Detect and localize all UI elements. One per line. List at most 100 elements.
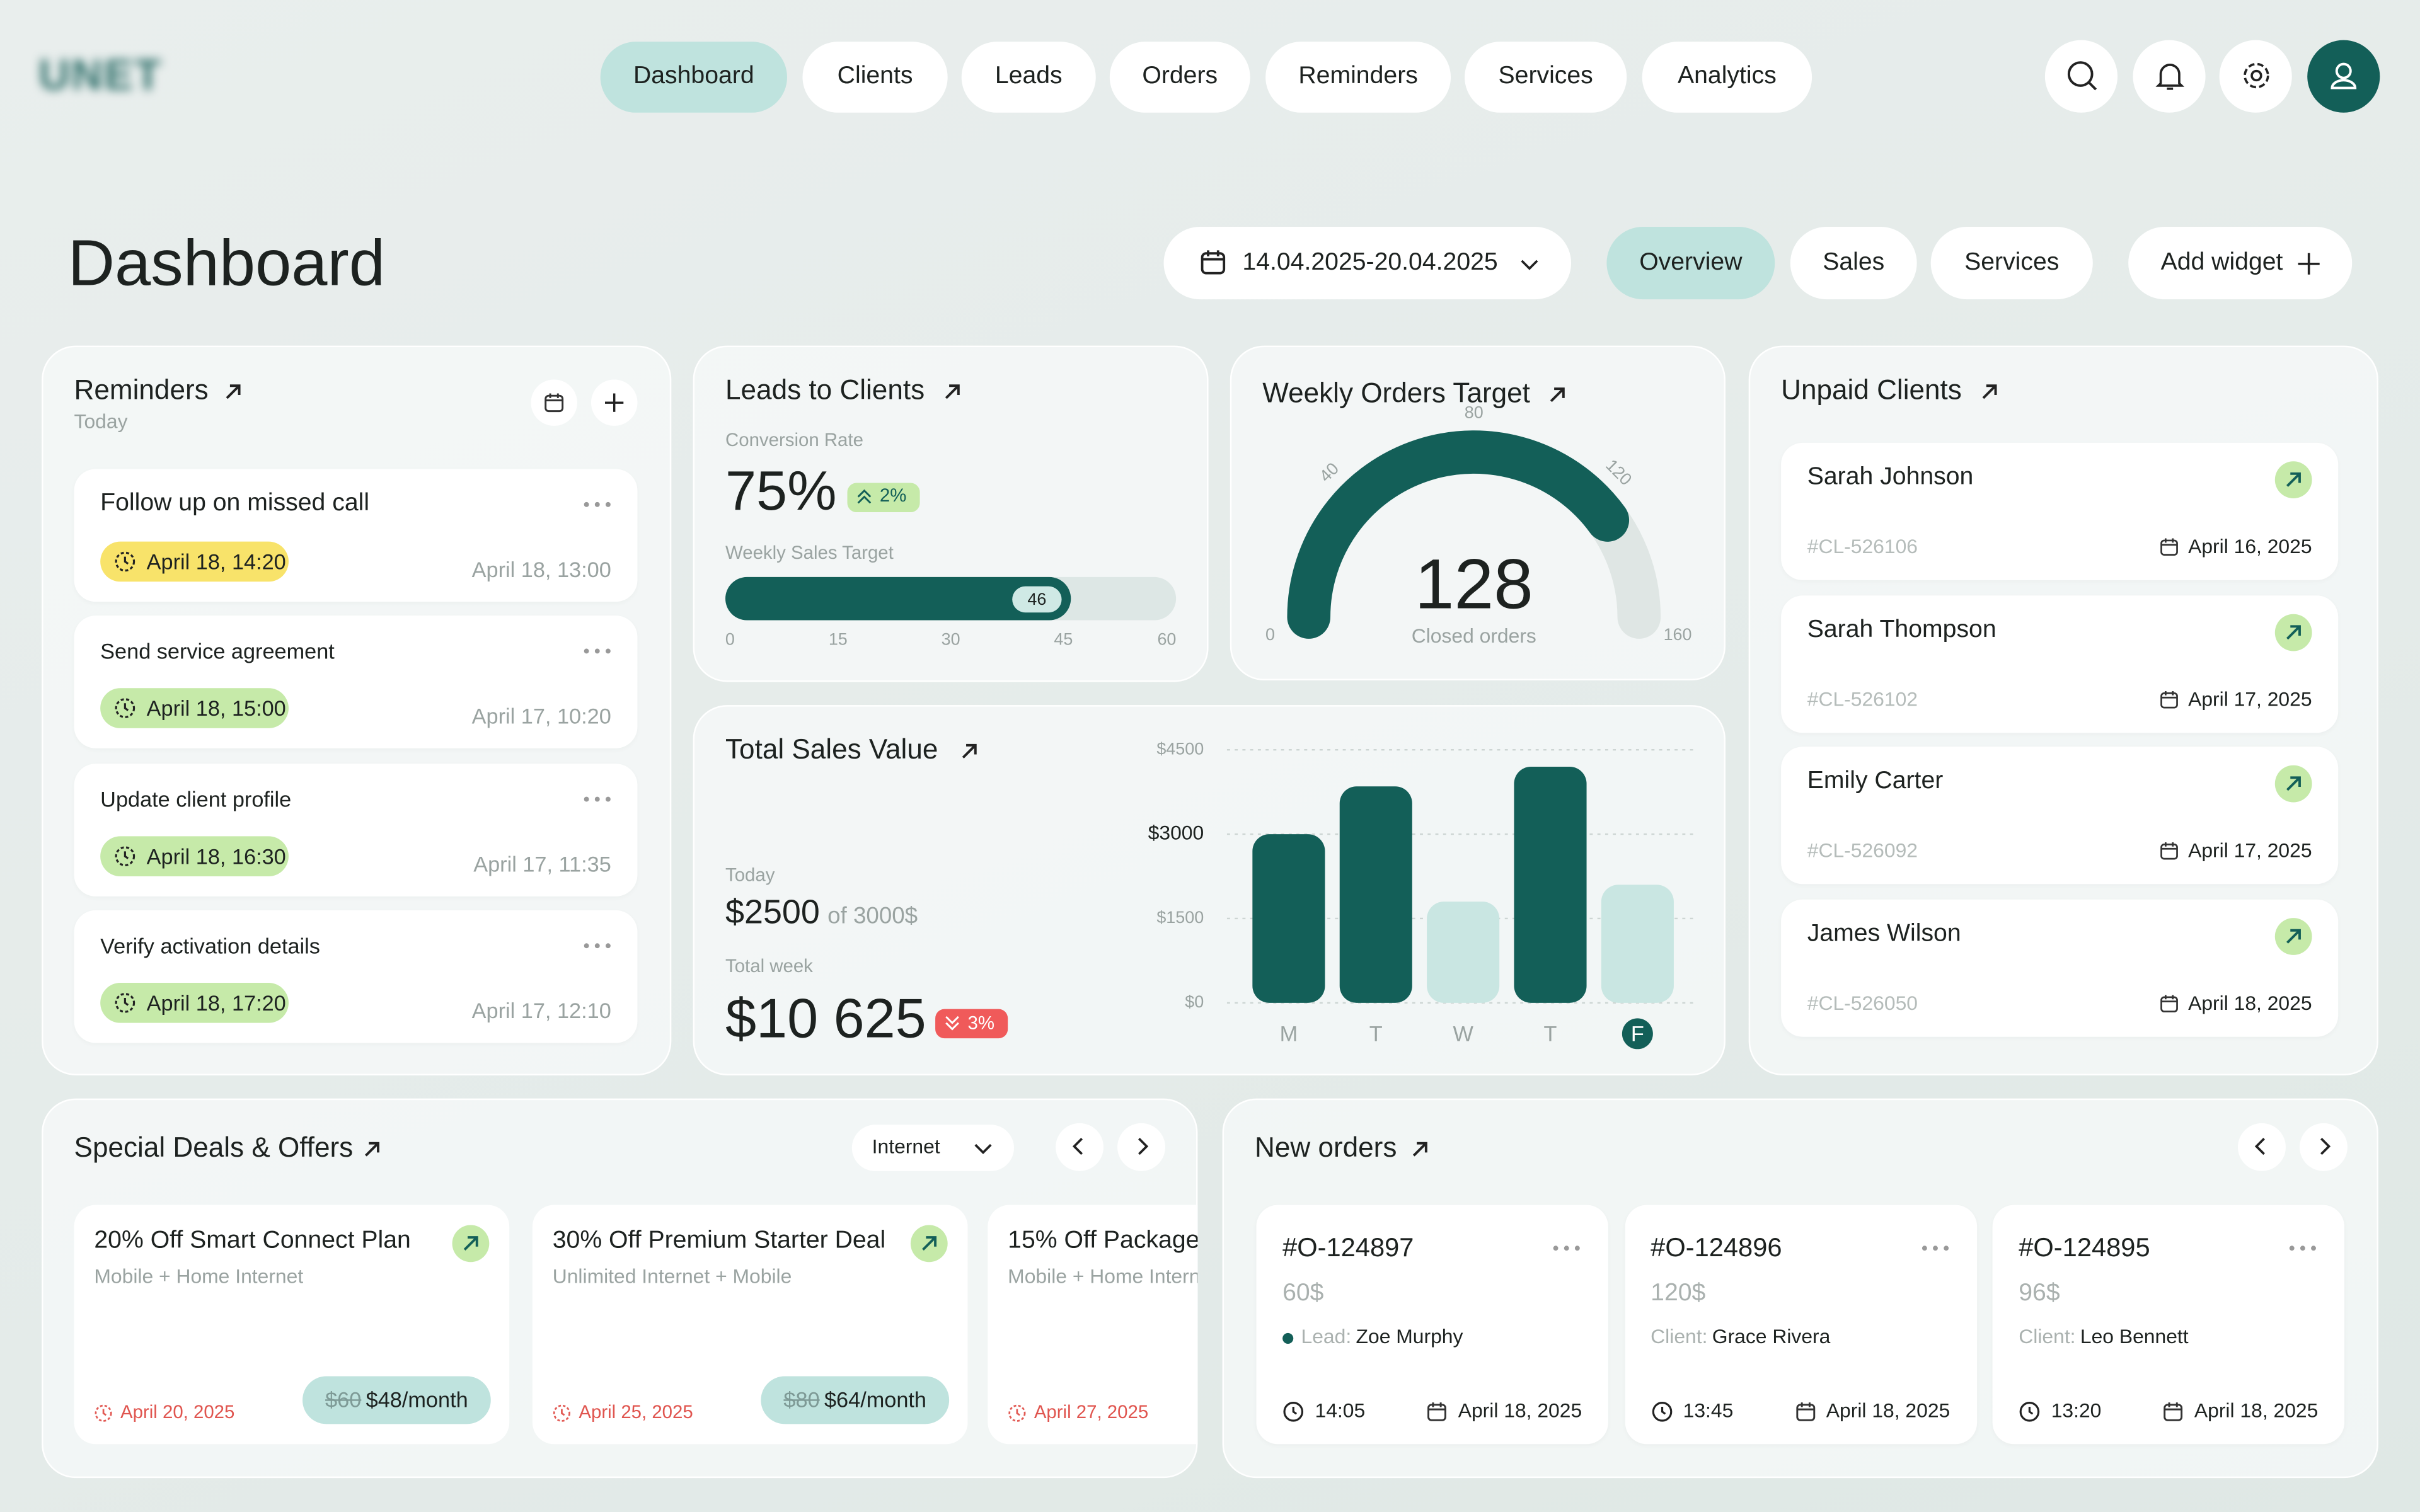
offer-date: April 20, 2025: [120, 1400, 235, 1423]
order-id: #O-124896: [1651, 1233, 1782, 1263]
more-button[interactable]: [584, 501, 611, 508]
icon: [2238, 59, 2273, 93]
calendar-icon: [2159, 841, 2179, 861]
arrow-icon: [959, 741, 980, 762]
prev-button[interactable]: [2238, 1123, 2286, 1171]
calendar-button[interactable]: [531, 379, 577, 426]
card-title: Leads to Clients: [725, 374, 925, 406]
arrow-icon: [2283, 621, 2304, 643]
arrow-icon: [2283, 469, 2304, 490]
reminder-item: [74, 910, 638, 1043]
price: $64/month: [824, 1387, 927, 1412]
calendar-icon: [2162, 1401, 2184, 1423]
card-title: Unpaid Clients: [1781, 374, 1962, 406]
calendar-icon: [1794, 1401, 1816, 1423]
arrow-icon: [460, 1233, 481, 1254]
arrow-icon: [1979, 381, 2000, 403]
status-dot: [1282, 1332, 1294, 1344]
settings-button[interactable]: [2219, 40, 2292, 113]
more-button[interactable]: [2289, 1245, 2317, 1251]
more-button[interactable]: [584, 942, 611, 949]
nav-label: Analytics: [1678, 62, 1777, 89]
profile-button[interactable]: [2307, 40, 2380, 113]
party-name: Leo Bennett: [2080, 1324, 2189, 1348]
prev-button[interactable]: [1056, 1123, 1104, 1171]
order-party: Lead: Zoe Murphy: [1301, 1325, 1463, 1349]
leads-card: [693, 345, 1209, 682]
offer-title: 30% Off Premium Starter Deal: [552, 1227, 886, 1254]
offer-card: [988, 1205, 1198, 1445]
tab-label: Services: [1964, 249, 2060, 276]
nav-item[interactable]: [1265, 42, 1451, 113]
nav-label: Reminders: [1298, 62, 1418, 89]
card-title: Reminders: [74, 374, 209, 406]
offer-subtitle: Mobile + Home Internet: [94, 1264, 304, 1288]
tab[interactable]: [1790, 227, 1917, 300]
order-id: #O-124895: [2019, 1233, 2150, 1263]
calendar-icon: [1426, 1401, 1448, 1423]
filter-label: Internet: [872, 1135, 940, 1159]
calendar-icon: [2159, 537, 2179, 557]
nav-label: Orders: [1142, 62, 1218, 89]
card-title: Special Deals & Offers: [74, 1131, 354, 1163]
chevron-icon: [974, 1138, 992, 1157]
arrow-icon: [361, 1138, 383, 1160]
notifications-button[interactable]: [2133, 40, 2206, 113]
clock-icon: [114, 698, 135, 719]
next-button[interactable]: [2299, 1123, 2348, 1171]
tab[interactable]: [1606, 227, 1775, 300]
card-title: Total Sales Value: [725, 733, 938, 765]
arrow-icon: [942, 381, 963, 403]
next-button[interactable]: [1117, 1123, 1165, 1171]
chevron-icon: [2252, 1137, 2270, 1155]
more-button[interactable]: [1921, 1245, 1949, 1251]
reminder-created: April 18, 13:00: [471, 556, 611, 582]
logo: UNET: [38, 50, 163, 99]
reminder-item: [74, 763, 638, 896]
clock-icon: [1008, 1404, 1026, 1423]
today-value: $2500: [725, 892, 820, 931]
down-icon: [945, 1015, 960, 1031]
more-button[interactable]: [584, 648, 611, 655]
client-name: James Wilson: [1807, 920, 1961, 946]
tab[interactable]: [1930, 227, 2093, 300]
more-button[interactable]: [1553, 1245, 1581, 1251]
tab-label: Sales: [1823, 249, 1885, 276]
label: Total week: [725, 955, 813, 977]
nav-item[interactable]: [961, 42, 1096, 113]
chevron-icon: [1133, 1137, 1151, 1155]
due-chip: [100, 835, 289, 876]
icon: [2065, 59, 2099, 93]
page-title: Dashboard: [67, 226, 385, 299]
tab-label: Overview: [1639, 249, 1743, 276]
deals-track: 20% Off Smart Connect Plan Mobile + Home …: [42, 1188, 1198, 1466]
nav-item[interactable]: [1642, 42, 1812, 113]
nav-item[interactable]: [600, 42, 787, 113]
order-date: April 18, 2025: [2194, 1399, 2319, 1422]
old-price: $80: [783, 1387, 820, 1412]
order-party: Client: Leo Bennett: [2019, 1324, 2189, 1349]
arrow-icon: [918, 1233, 940, 1254]
label: Today: [725, 864, 775, 886]
reminder-due: April 18, 15:00: [146, 696, 286, 721]
nav-label: Clients: [837, 62, 913, 89]
nav-item[interactable]: [802, 42, 948, 113]
clock-icon: [2019, 1401, 2040, 1423]
nav-item[interactable]: [1465, 42, 1627, 113]
order-party: Client: Grace Rivera: [1651, 1325, 1830, 1349]
client-date: April 18, 2025: [2188, 990, 2312, 1014]
arrow-icon: [1547, 384, 1568, 406]
nav-item[interactable]: [1109, 42, 1250, 113]
clock-icon: [1651, 1401, 1672, 1423]
search-button[interactable]: [2044, 40, 2118, 113]
date-picker[interactable]: [1163, 227, 1572, 300]
arrow-icon: [1409, 1138, 1431, 1160]
more-button[interactable]: [584, 796, 611, 802]
client-id: #CL-526050: [1807, 990, 1918, 1014]
reminder-title: Update client profile: [100, 786, 292, 811]
order-time: 14:05: [1315, 1399, 1366, 1422]
reminder-created: April 17, 11:35: [473, 850, 611, 876]
price-pill: $80 $64/month: [761, 1376, 950, 1424]
plus-icon: [2298, 253, 2320, 275]
